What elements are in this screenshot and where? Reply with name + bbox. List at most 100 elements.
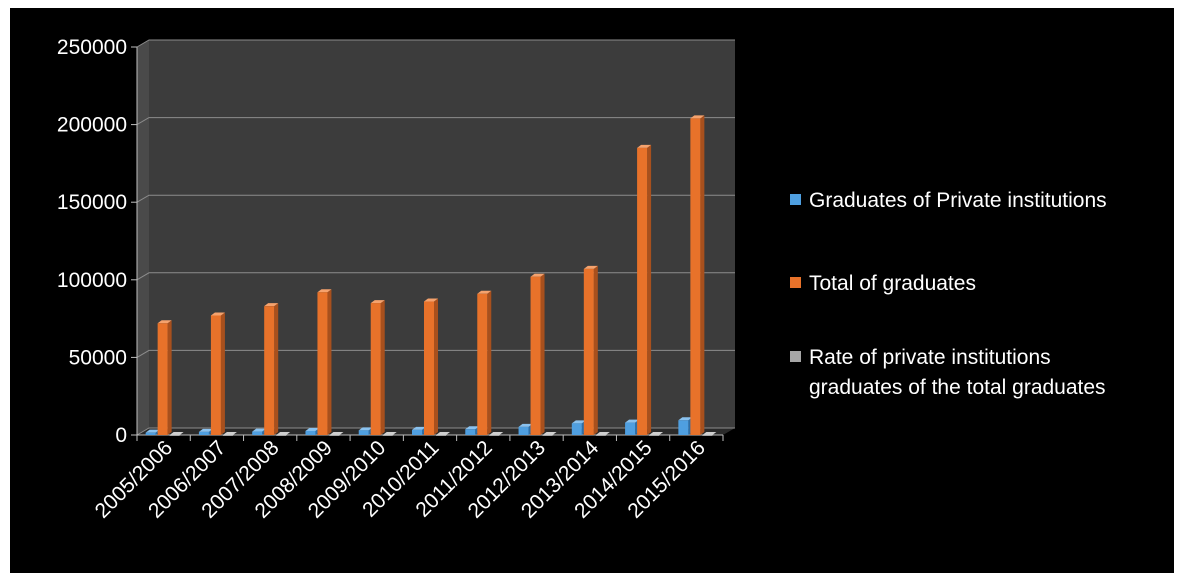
- bar-total-graduates: [583, 265, 598, 435]
- bar-side-face: [446, 431, 450, 435]
- y-tick-label: 150000: [57, 191, 127, 214]
- bar-total-graduates: [424, 298, 438, 435]
- bar-top-face: [222, 431, 237, 435]
- bar-private-graduates: [571, 420, 586, 435]
- gridline: [136, 194, 735, 203]
- bar-total-graduates: [530, 273, 545, 435]
- y-tick-label: 0: [115, 424, 127, 447]
- bar-front-face: [571, 423, 582, 435]
- bar-front-face: [169, 434, 180, 436]
- bar-front-face: [252, 431, 263, 435]
- bar-total-graduates: [477, 290, 492, 435]
- bar-top-face: [382, 431, 397, 435]
- bar-total-graduates: [690, 115, 705, 435]
- legend-label: graduates of the total graduates: [809, 376, 1106, 399]
- bar-front-face: [145, 432, 156, 435]
- bar-top-face: [518, 423, 533, 427]
- bar-total-graduates: [317, 289, 332, 435]
- bar-top-face: [305, 427, 320, 431]
- bar-top-face: [436, 431, 450, 435]
- bar-top-face: [412, 426, 426, 430]
- bar-side-face: [593, 265, 598, 435]
- bar-top-face: [637, 144, 652, 148]
- bar-top-face: [625, 419, 640, 423]
- y-tick-label: 100000: [57, 269, 127, 292]
- bar-front-face: [198, 431, 209, 435]
- bar-rate-private: [169, 431, 184, 436]
- bar-side-face: [647, 144, 652, 435]
- bar-side-face: [274, 303, 279, 435]
- plot-side-wall: [137, 40, 149, 435]
- bar-front-face: [329, 434, 340, 436]
- bar-top-face: [198, 428, 213, 432]
- bar-front-face: [690, 118, 701, 435]
- bar-top-face: [595, 431, 610, 435]
- bar-rate-private: [382, 431, 397, 436]
- bar-side-face: [232, 431, 237, 435]
- bar-front-face: [625, 422, 636, 435]
- y-tick-label: 250000: [57, 36, 127, 59]
- bar-top-face: [690, 115, 705, 119]
- bar-top-face: [317, 289, 332, 293]
- bar-side-face: [659, 431, 664, 435]
- bar-front-face: [702, 434, 713, 436]
- bar-front-face: [276, 434, 287, 436]
- bar-total-graduates: [157, 320, 172, 435]
- bar-top-face: [489, 431, 504, 435]
- bar-front-face: [317, 292, 328, 435]
- bar-side-face: [220, 312, 225, 435]
- bar-total-graduates: [264, 303, 279, 435]
- bar-front-face: [358, 430, 369, 435]
- bar-rate-private: [649, 431, 664, 436]
- bar-top-face: [145, 429, 160, 433]
- bar-front-face: [157, 323, 168, 435]
- gridline: [136, 117, 735, 126]
- bar-front-face: [382, 434, 393, 436]
- bar-private-graduates: [625, 419, 640, 435]
- bar-rate-private: [276, 431, 291, 436]
- bar-top-face: [702, 431, 717, 435]
- bar-top-face: [649, 431, 664, 435]
- bar-front-face: [595, 434, 606, 436]
- bar-front-face: [489, 434, 500, 436]
- bar-top-face: [370, 300, 385, 304]
- bar-side-face: [700, 115, 705, 435]
- bar-top-face: [571, 420, 586, 424]
- bar-side-face: [327, 289, 332, 435]
- bar-side-face: [605, 431, 610, 435]
- bar-top-face: [583, 265, 598, 269]
- bar-top-face: [530, 273, 545, 277]
- bar-side-face: [487, 290, 492, 435]
- bar-chart: 0500001000001500002000002500002005/20062…: [57, 36, 1107, 523]
- bar-front-face: [370, 303, 381, 435]
- bar-side-face: [499, 431, 504, 435]
- bar-front-face: [424, 301, 434, 435]
- bar-side-face: [286, 431, 291, 435]
- bar-front-face: [305, 430, 316, 435]
- bar-front-face: [530, 276, 541, 435]
- bar-top-face: [329, 431, 344, 435]
- legend-label: Total of graduates: [809, 272, 976, 295]
- bar-top-face: [477, 290, 492, 294]
- bar-side-face: [179, 431, 184, 435]
- bar-front-face: [264, 306, 275, 435]
- bar-rate-private: [329, 431, 344, 436]
- bar-rate-private: [542, 431, 557, 436]
- bar-front-face: [637, 147, 648, 435]
- bar-side-face: [540, 273, 545, 435]
- bar-top-face: [157, 320, 172, 324]
- bar-top-face: [210, 312, 225, 316]
- bar-front-face: [222, 434, 233, 436]
- bar-front-face: [542, 434, 553, 436]
- bar-private-graduates: [678, 417, 693, 435]
- bar-side-face: [392, 431, 397, 435]
- gridline: [136, 39, 735, 48]
- bar-rate-private: [595, 431, 610, 436]
- y-tick-label: 50000: [69, 346, 127, 369]
- gridline: [136, 272, 735, 281]
- bar-side-face: [339, 431, 344, 435]
- legend-label: Graduates of Private institutions: [809, 189, 1107, 212]
- legend-label: Rate of private institutions: [809, 346, 1051, 369]
- bar-rate-private: [436, 431, 450, 436]
- bar-top-face: [276, 431, 291, 435]
